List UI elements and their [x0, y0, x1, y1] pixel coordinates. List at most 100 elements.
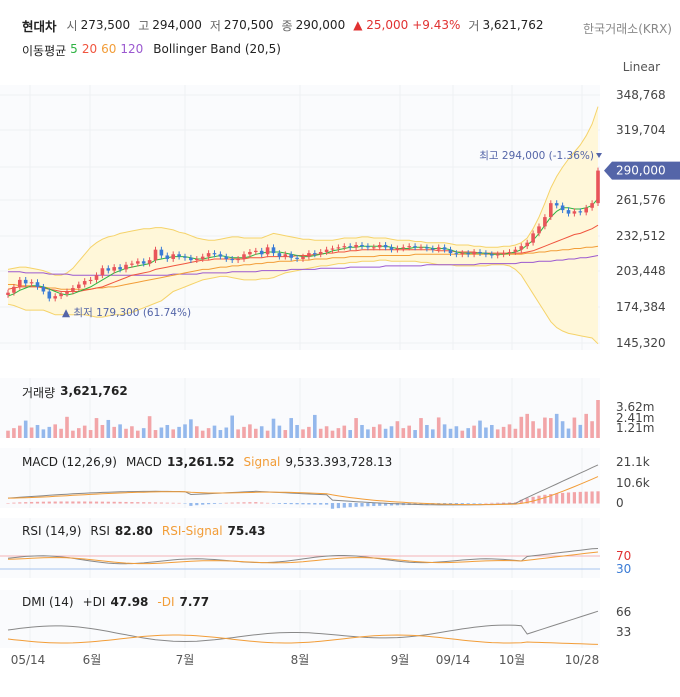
macd-hist-27 [165, 502, 169, 504]
ma120-label: 120 [120, 42, 144, 56]
rsi-axis-label-30: 30 [616, 562, 631, 576]
candle-35 [212, 253, 217, 255]
candle-52 [313, 253, 317, 255]
volume-bar-27 [165, 424, 170, 438]
volume-bar-19 [118, 424, 122, 438]
volume-bar-36 [218, 430, 223, 438]
macd-hist-92 [549, 494, 553, 504]
candle-99 [590, 203, 594, 208]
candle-53 [318, 251, 323, 255]
high-label: 고 [138, 18, 150, 33]
candle-65 [389, 247, 394, 250]
volume-bar-46 [277, 425, 282, 438]
candle-0 [6, 292, 10, 295]
candle-36 [218, 254, 223, 257]
candle-8 [53, 296, 57, 299]
candle-85 [507, 251, 512, 254]
macd-axis-label-2: 0 [616, 496, 624, 510]
rsi-signal-label: RSI-Signal [161, 524, 223, 538]
candle-31 [189, 257, 193, 261]
candle-6 [41, 286, 46, 292]
volume-bar-63 [377, 424, 382, 438]
open-label: 시 [66, 18, 78, 33]
candle-50 [301, 256, 305, 259]
macd-hist-15 [94, 501, 99, 504]
candle-100 [596, 170, 600, 204]
volume-bar-72 [431, 429, 435, 438]
volume-bar-96 [572, 417, 577, 438]
volume-bar-16 [100, 424, 105, 438]
macd-hist-43 [260, 502, 264, 504]
candle-61 [366, 246, 370, 248]
volume-bar-90 [537, 428, 541, 438]
candle-58 [348, 246, 352, 248]
x-axis-label-3: 8월 [291, 653, 310, 667]
volume-bar-48 [289, 418, 293, 438]
price-axis-label-4: 232,512 [616, 229, 666, 243]
macd-hist-28 [171, 502, 175, 504]
candle-66 [395, 248, 400, 250]
candle-28 [171, 254, 175, 259]
volume-bar-25 [153, 430, 158, 438]
volume-bar-22 [136, 430, 140, 438]
x-axis-label-6: 10월 [499, 653, 525, 667]
macd-hist-75 [448, 503, 453, 505]
macd-hist-26 [159, 502, 163, 504]
macd-hist-4 [30, 501, 34, 504]
candle-90 [537, 226, 541, 234]
volume-label: 거 [468, 18, 480, 33]
macd-panel-label: MACD (12,26,9) [22, 455, 117, 469]
volume-bar-99 [590, 421, 594, 438]
volume-bar-98 [584, 413, 588, 438]
volume-bar-83 [495, 429, 500, 438]
volume-bar-70 [419, 418, 423, 438]
volume-bar-78 [466, 428, 470, 438]
macd-hist-94 [561, 492, 565, 504]
candle-30 [183, 256, 187, 258]
candle-13 [82, 281, 87, 285]
volume-bar-33 [200, 430, 205, 438]
ma-label[interactable]: 이동평균 [22, 44, 67, 58]
candle-21 [130, 263, 134, 265]
macd-hist-56 [336, 503, 340, 509]
macd-hist-22 [136, 502, 140, 504]
macd-hist-3 [24, 502, 28, 504]
volume-bar-84 [501, 426, 506, 438]
volume-bar-51 [307, 426, 311, 438]
macd-hist-97 [578, 491, 582, 504]
high-note: 최고 294,000 (-1.36%) [479, 150, 594, 162]
macd-axis-label-0: 21.1k [616, 455, 650, 469]
x-axis-label-5: 09/14 [436, 653, 471, 667]
macd-hist-39 [236, 502, 240, 504]
bollinger-label[interactable]: Bollinger Band (20,5) [153, 42, 281, 56]
macd-hist-7 [47, 501, 51, 504]
volume-bar-45 [271, 418, 276, 438]
macd-hist-80 [478, 503, 482, 504]
candle-69 [413, 246, 417, 248]
pdi-label: +DI [82, 595, 106, 609]
low-note: ▲ 최저 179,300 (61.74%) [62, 307, 191, 319]
candle-93 [554, 203, 559, 206]
volume-bar-71 [425, 424, 429, 438]
volume-bar-81 [484, 427, 488, 438]
volume-bar-41 [248, 424, 252, 438]
candle-45 [271, 247, 276, 254]
candle-76 [454, 253, 459, 255]
macd-hist-20 [124, 501, 128, 504]
change-value: ▲ 25,000 [353, 18, 409, 32]
macd-hist-44 [266, 502, 270, 504]
volume-bar-42 [254, 428, 258, 438]
volume-bar-13 [82, 425, 87, 438]
macd-hist-16 [100, 501, 104, 504]
candle-44 [265, 247, 270, 255]
pdi-line [7, 610, 599, 643]
candle-26 [159, 249, 164, 256]
candle-49 [295, 257, 299, 259]
volume-bar-12 [77, 428, 81, 438]
scale-toggle[interactable]: Linear [622, 60, 660, 74]
volume-bar-61 [366, 429, 370, 438]
candle-82 [490, 254, 494, 256]
candle-81 [484, 253, 488, 255]
candle-17 [106, 268, 111, 271]
